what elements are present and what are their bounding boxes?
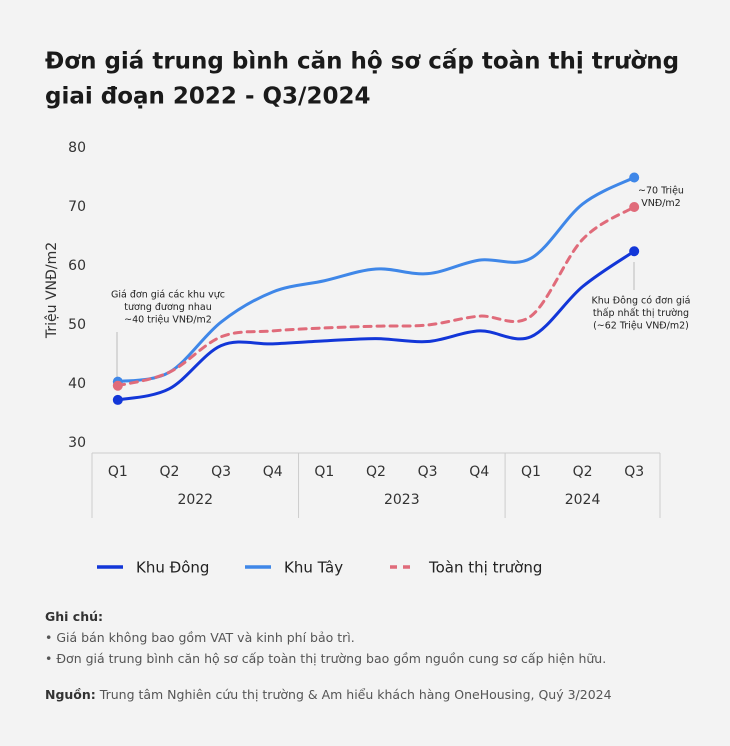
annotation: Khu Đông có đơn giá (592, 296, 691, 307)
group-label: 2023 (384, 492, 420, 508)
group-label: 2022 (177, 492, 213, 508)
y-tick-label: 40 (68, 376, 86, 392)
end-point (112, 380, 123, 391)
note-item: Giá bán không bao gồm VAT và kinh phí bả… (45, 627, 606, 648)
note-item: Đơn giá trung bình căn hộ sơ cấp toàn th… (45, 648, 606, 669)
chart: Đơn giá trung bình căn hộ sơ cấp toàn th… (44, 48, 691, 577)
chart-title: giai đoạn 2022 - Q3/2024 (45, 84, 370, 110)
x-tick-label: Q2 (573, 464, 593, 480)
x-tick-label: Q4 (469, 464, 489, 480)
annotation: (~62 Triệu VNĐ/m2) (593, 321, 689, 332)
annotation: VNĐ/m2 (641, 198, 680, 209)
notes-title: Ghi chú: (45, 609, 104, 624)
notes: Ghi chú: Giá bán không bao gồm VAT và ki… (45, 606, 606, 669)
series-line (116, 176, 636, 384)
group-label: 2024 (565, 492, 601, 508)
source-label: Nguồn: (45, 687, 96, 702)
end-point (629, 246, 640, 257)
x-tick-label: Q4 (263, 464, 283, 480)
legend-label: Khu Tây (284, 559, 343, 577)
chart-title: Đơn giá trung bình căn hộ sơ cấp toàn th… (45, 48, 679, 75)
y-tick-label: 70 (68, 199, 86, 215)
annotation: Giá đơn giá các khu vực (111, 290, 225, 301)
end-point (629, 202, 640, 212)
y-tick-label: 50 (68, 317, 86, 333)
y-tick-label: 60 (68, 258, 86, 274)
annotation: ~40 triệu VNĐ/m2 (124, 315, 212, 326)
x-tick-label: Q3 (624, 464, 644, 480)
y-tick-label: 30 (68, 435, 86, 451)
source-text: Trung tâm Nghiên cứu thị trường & Am hiể… (99, 687, 612, 702)
source: Nguồn: Trung tâm Nghiên cứu thị trường &… (45, 687, 612, 702)
annotation: thấp nhất thị trường (593, 308, 689, 319)
x-tick-label: Q1 (108, 464, 128, 480)
x-tick-label: Q1 (521, 464, 541, 480)
y-tick-label: 80 (68, 140, 86, 156)
y-axis-title: Triệu VNĐ/m2 (44, 242, 60, 339)
x-tick-label: Q2 (366, 464, 386, 480)
end-point (112, 394, 123, 405)
annotation: tương đương nhau (124, 302, 211, 313)
end-point (629, 172, 640, 183)
series-line (116, 205, 636, 388)
legend-label: Toàn thị trường (428, 559, 542, 577)
x-tick-label: Q1 (314, 464, 334, 480)
x-tick-label: Q3 (211, 464, 231, 480)
x-tick-label: Q2 (159, 464, 179, 480)
series-line (116, 249, 636, 402)
x-tick-label: Q3 (418, 464, 438, 480)
annotation: ~70 Triệu (638, 186, 684, 197)
legend-label: Khu Đông (136, 559, 209, 577)
